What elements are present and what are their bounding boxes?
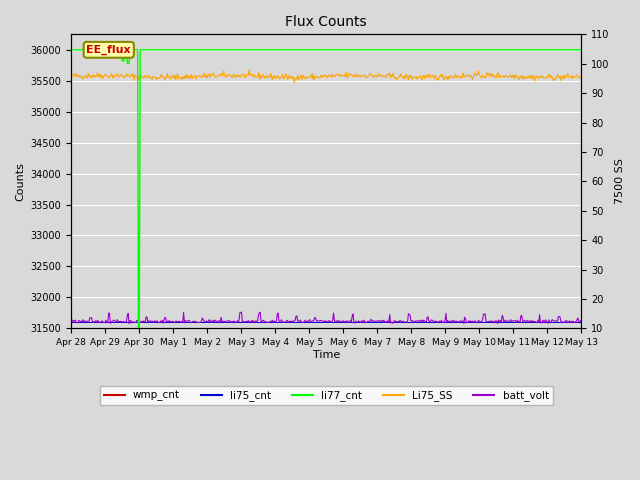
- Y-axis label: Counts: Counts: [15, 162, 25, 201]
- Text: EE_flux: EE_flux: [86, 45, 131, 55]
- Title: Flux Counts: Flux Counts: [285, 15, 367, 29]
- Legend: wmp_cnt, li75_cnt, li77_cnt, Li75_SS, batt_volt: wmp_cnt, li75_cnt, li77_cnt, Li75_SS, ba…: [100, 386, 553, 406]
- Y-axis label: 7500 SS: 7500 SS: [615, 158, 625, 204]
- X-axis label: Time: Time: [312, 350, 340, 360]
